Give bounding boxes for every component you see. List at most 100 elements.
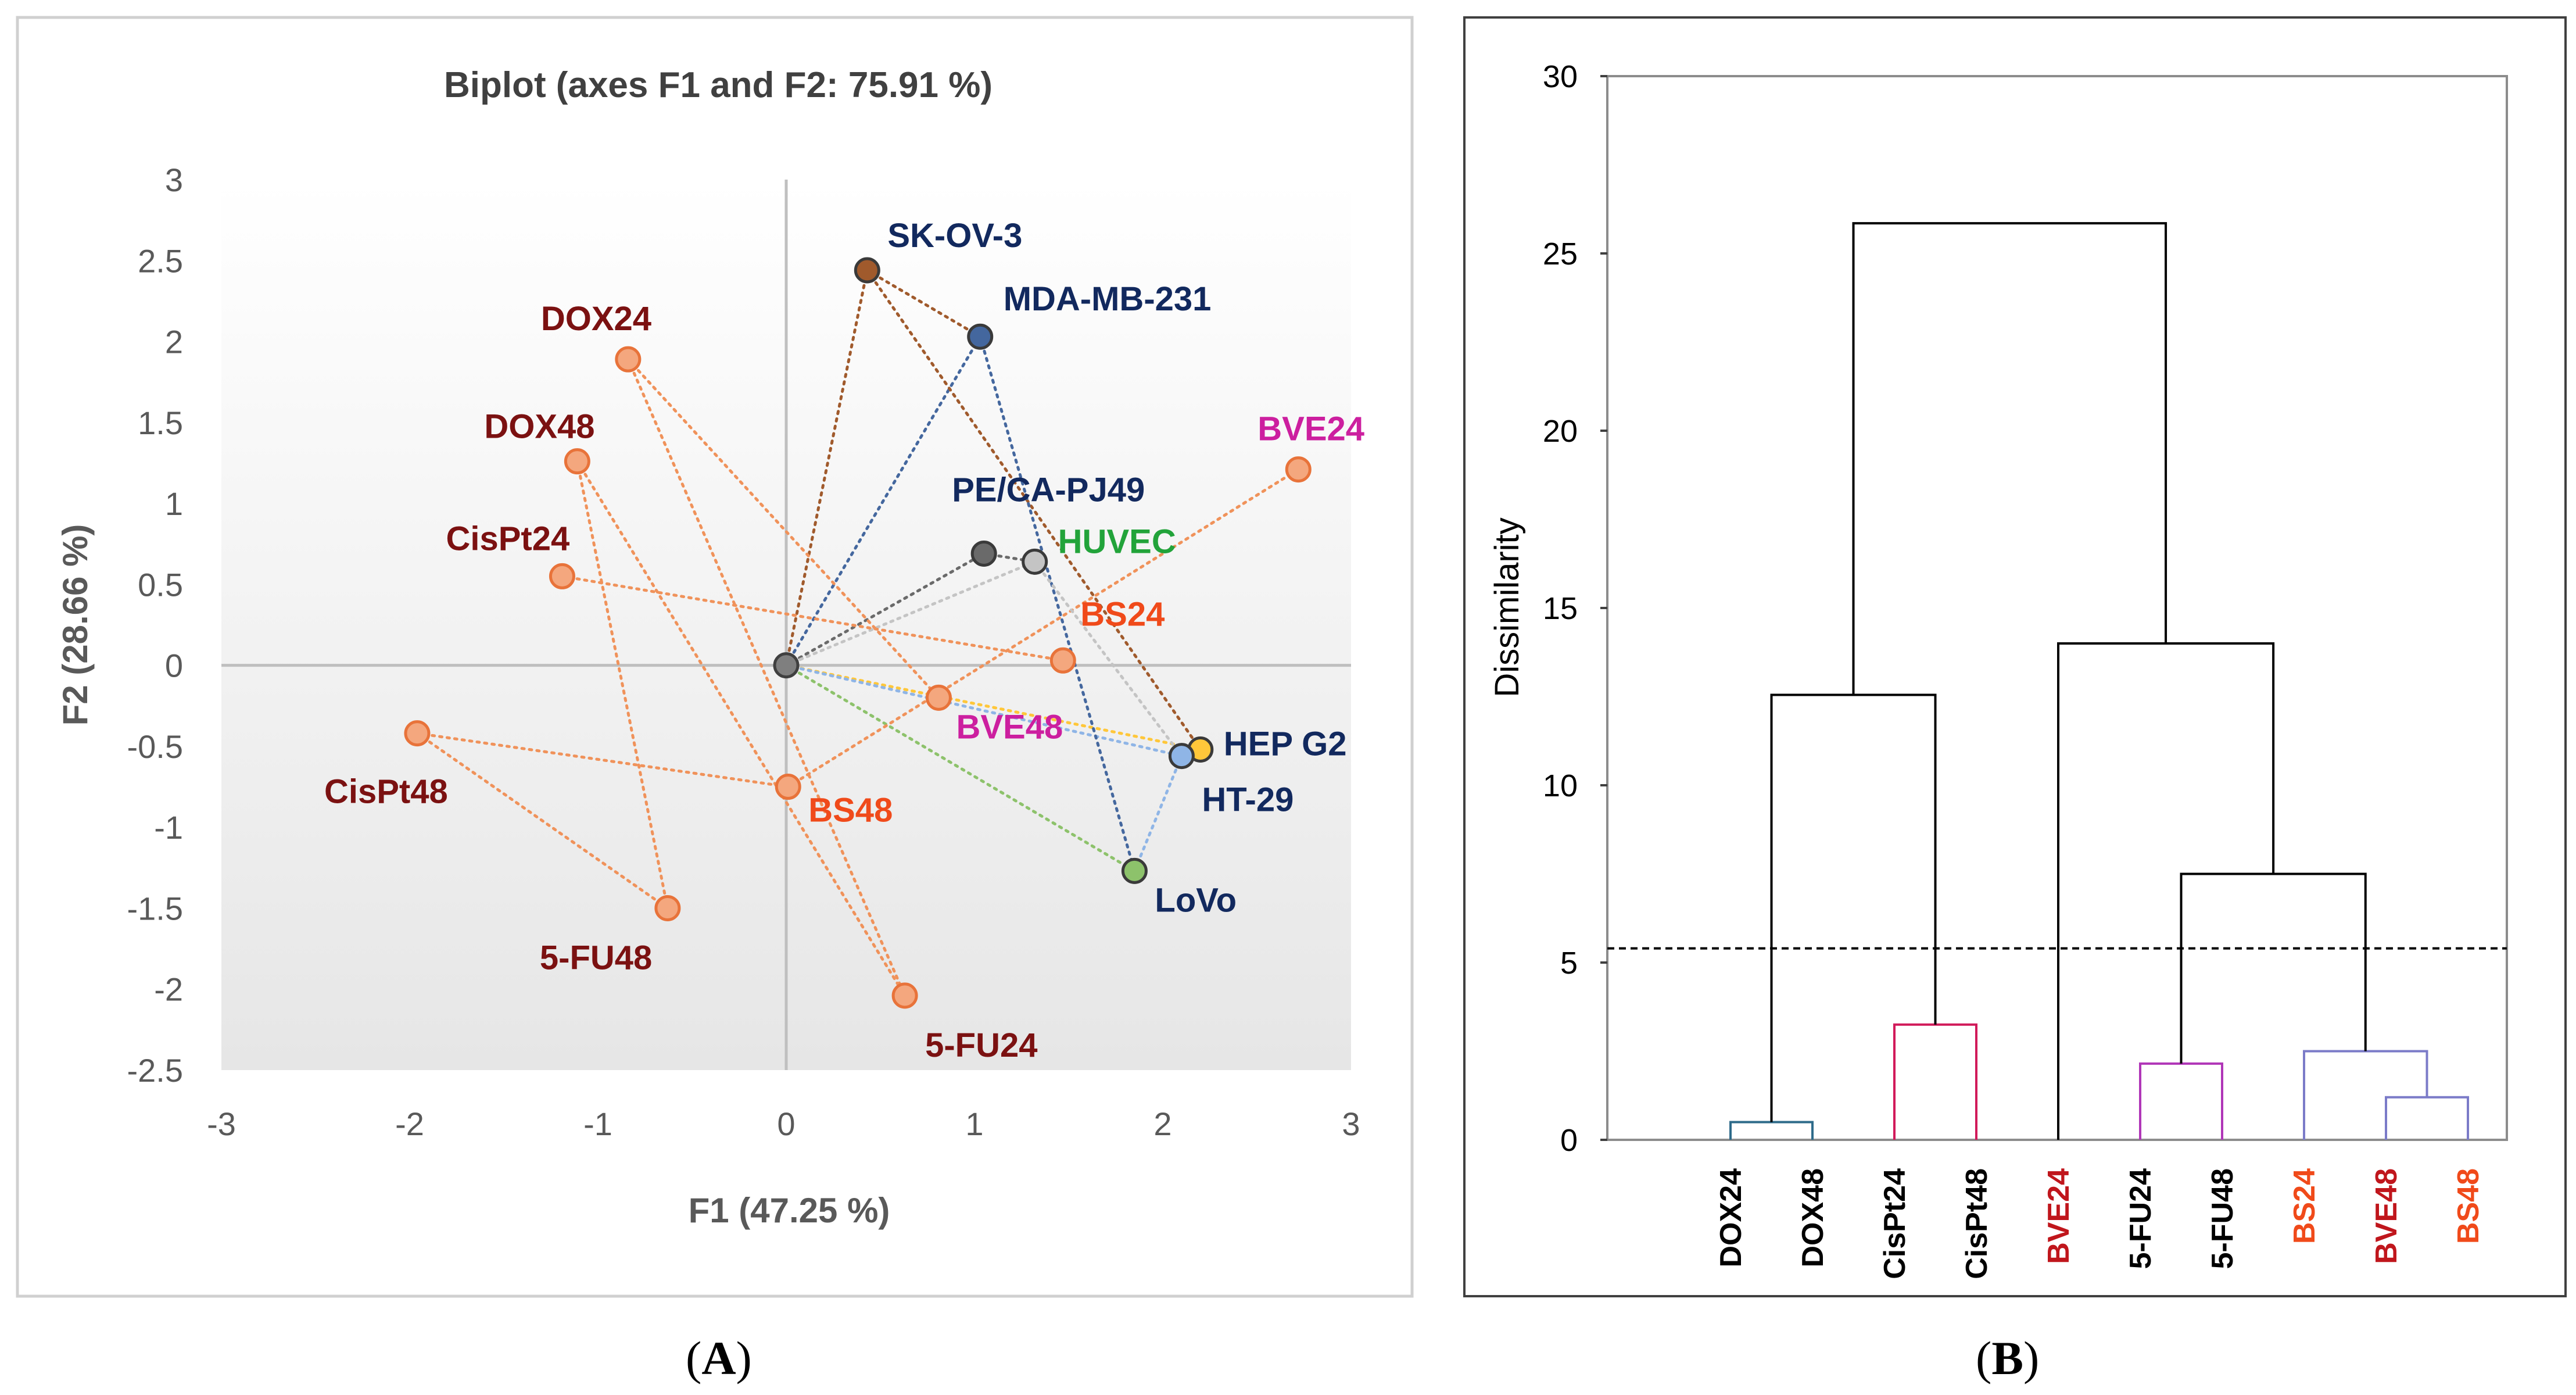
connector-ht-29-lovo <box>1133 754 1183 872</box>
point-mda-mb-231 <box>967 323 994 350</box>
point-dox24 <box>615 346 642 373</box>
leaf-label-cispt24: CisPt24 <box>1878 1168 1912 1279</box>
biplot-panel: Biplot (axes F1 and F2: 75.91 %) DOX24DO… <box>16 16 1414 1298</box>
point-bs24 <box>1049 647 1076 674</box>
y-tick-label: 0 <box>165 648 183 684</box>
x-tick-label: 3 <box>1342 1106 1360 1142</box>
connector-mda-mb-231-lovo <box>979 335 1136 872</box>
label-pe-ca-pj49: PE/CA-PJ49 <box>952 471 1145 509</box>
biplot-title: Biplot (axes F1 and F2: 75.91 %) <box>444 65 993 105</box>
panel-a-letter: A <box>701 1332 736 1385</box>
connector-sk-ov-3-hep-g2 <box>865 269 1202 751</box>
connector-sk-ov-3-mda-mb-231 <box>865 269 982 338</box>
y-tick-label: 1 <box>165 485 183 522</box>
connector-cispt24-bs24 <box>560 574 1065 662</box>
y-tick-label: -2.5 <box>127 1052 184 1089</box>
label-bs48: BS48 <box>808 792 893 829</box>
biplot-point-labels: DOX24 DOX48 CisPt24 CisPt48 5-FU48 5-FU24 BS48… <box>324 217 1364 1064</box>
merge-link-8 <box>1852 222 2167 695</box>
dendrogram-leaf-labels: DOX24 DOX48 CisPt24 CisPt48 BVE24 5-FU24 5-FU4… <box>1714 1168 2485 1279</box>
label-dox48: DOX48 <box>484 408 594 446</box>
y-tick-label: 15 <box>1543 591 1578 626</box>
dendrogram-y-ticks: 0 5 10 15 20 25 30 <box>1543 59 1607 1158</box>
panel-b-letter: B <box>1991 1332 2024 1385</box>
label-mda-mb-231: MDA-MB-231 <box>1004 280 1212 318</box>
point-sk-ov-3 <box>854 257 880 284</box>
leaf-label-dox24: DOX24 <box>1714 1168 1748 1268</box>
y-tick-label: -1.5 <box>127 890 184 927</box>
point-cispt24 <box>549 563 575 589</box>
connector-cispt48-5-fu48 <box>415 732 669 910</box>
point-ht-29 <box>1168 743 1195 770</box>
label-dox24: DOX24 <box>541 300 651 338</box>
label-5-fu48: 5-FU48 <box>540 939 652 977</box>
point-cispt48 <box>404 720 431 747</box>
y-tick-label: 30 <box>1543 59 1578 94</box>
vector-sk-ov-3 <box>784 269 869 667</box>
y-tick-label: 2 <box>165 324 183 360</box>
point-5-fu24 <box>891 982 918 1009</box>
x-tick-label: 0 <box>777 1106 795 1142</box>
label-huvec: HUVEC <box>1058 523 1176 560</box>
y-tick-label: 0 <box>1560 1123 1578 1158</box>
y-tick-label: 1.5 <box>138 405 183 441</box>
leaf-label-5-fu48: 5-FU48 <box>2206 1168 2240 1269</box>
x-tick-label: 2 <box>1153 1106 1171 1142</box>
biplot-connector-lines <box>415 269 1300 997</box>
point-5-fu48 <box>654 895 681 921</box>
leaf-label-5-fu24: 5-FU24 <box>2124 1168 2158 1269</box>
y-tick-label: -1 <box>154 809 183 846</box>
point-huvec <box>1022 548 1048 575</box>
biplot-points <box>404 257 1312 1009</box>
panel-a-caption: (A) <box>686 1332 752 1385</box>
label-cispt48: CisPt48 <box>324 773 448 811</box>
x-tick-label: 1 <box>965 1106 983 1142</box>
label-bve48: BVE48 <box>956 708 1063 746</box>
y-tick-label: 25 <box>1543 237 1578 271</box>
vector-ht-29 <box>784 664 1183 758</box>
leaf-label-bs24: BS24 <box>2288 1168 2321 1244</box>
dendrogram-y-axis-label: Dissimilarity <box>1488 517 1526 697</box>
point-lovo <box>1121 857 1148 884</box>
connector-bs48-bve24 <box>786 468 1300 789</box>
biplot-y-axis-label: F2 (28.66 %) <box>56 524 95 726</box>
label-hep-g2: HEP G2 <box>1224 725 1347 763</box>
point-bve48 <box>925 684 952 711</box>
point-bve24 <box>1285 456 1312 483</box>
vector-hep-g2 <box>784 664 1202 751</box>
x-tick-label: -2 <box>395 1106 424 1142</box>
label-lovo: LoVo <box>1155 881 1237 919</box>
leaf-label-bve48: BVE48 <box>2370 1168 2403 1264</box>
connector-dox24-5-fu24 <box>626 357 907 997</box>
panel-b-caption: (B) <box>1976 1332 2040 1385</box>
leaf-label-bs48: BS48 <box>2452 1168 2485 1244</box>
vector-pe-ca-pj49 <box>784 552 986 667</box>
leaf-label-bve24: BVE24 <box>2042 1168 2076 1264</box>
y-tick-label: -0.5 <box>127 728 184 765</box>
connector-dox24-bve48 <box>626 357 940 699</box>
label-5-fu24: 5-FU24 <box>925 1026 1037 1064</box>
connector-cispt48-bs48 <box>415 732 790 789</box>
label-cispt24: CisPt24 <box>446 520 569 557</box>
vector-huvec <box>784 560 1037 667</box>
y-tick-label: 20 <box>1543 414 1578 449</box>
label-ht-29: HT-29 <box>1202 781 1294 819</box>
connector-dox48-5-fu24 <box>575 460 907 997</box>
point-bs48 <box>775 774 801 800</box>
x-tick-label: -3 <box>207 1106 236 1142</box>
y-tick-label: 0.5 <box>138 566 183 603</box>
vector-mda-mb-231 <box>784 335 982 667</box>
x-tick-label: -1 <box>583 1106 612 1142</box>
label-bs24: BS24 <box>1080 595 1165 633</box>
biplot-tick-labels: -3 -2 -1 0 1 2 3 3 2.5 2 1.5 1 0.5 0 -0.5 -1 -1.5 -2 -2.5 <box>127 162 1360 1142</box>
y-tick-label: -2 <box>154 971 183 1008</box>
leaf-label-dox48: DOX48 <box>1796 1168 1830 1268</box>
vector-lovo <box>784 664 1136 872</box>
y-tick-label: 10 <box>1543 768 1578 803</box>
dendrogram-tree <box>1729 222 2469 1140</box>
leaf-label-cispt48: CisPt48 <box>1960 1168 1994 1279</box>
dendrogram-frame <box>1463 16 2567 1297</box>
biplot-x-axis-label: F1 (47.25 %) <box>689 1191 890 1230</box>
dendrogram-panel: 0 5 10 15 20 25 30 DOX24 DOX48 CisPt24 CisPt48 BVE… <box>1463 16 2567 1297</box>
connector-dox48-5-fu48 <box>575 460 669 910</box>
